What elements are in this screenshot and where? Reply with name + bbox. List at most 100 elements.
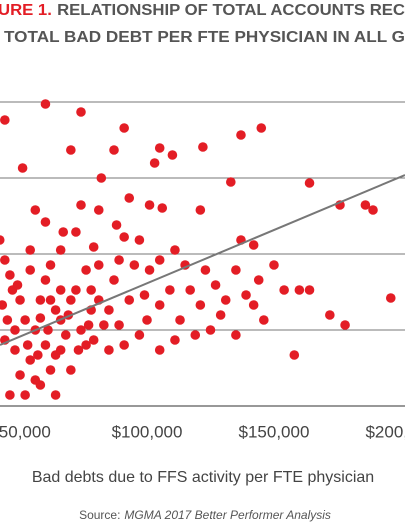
point bbox=[99, 320, 109, 330]
point bbox=[198, 142, 208, 152]
point bbox=[325, 310, 335, 320]
point bbox=[66, 365, 76, 375]
chart-title: TOTAL BAD DEBT PER FTE PHYSICIAN IN ALL … bbox=[4, 29, 405, 46]
point bbox=[0, 115, 10, 125]
point bbox=[50, 305, 61, 315]
point bbox=[2, 315, 13, 325]
point bbox=[236, 130, 246, 140]
point bbox=[96, 173, 107, 183]
point bbox=[43, 325, 53, 335]
source: Source: MGMA 2017 Better Performer Analys… bbox=[79, 508, 331, 522]
point bbox=[279, 285, 289, 295]
point bbox=[185, 285, 195, 295]
point bbox=[142, 315, 152, 325]
source-prefix: Source: bbox=[79, 508, 120, 522]
point bbox=[73, 345, 84, 355]
point bbox=[154, 300, 165, 310]
point bbox=[340, 320, 350, 330]
point bbox=[119, 123, 129, 133]
source-text: MGMA 2017 Better Performer Analysis bbox=[124, 508, 331, 522]
point bbox=[17, 163, 28, 173]
point bbox=[35, 313, 46, 323]
point bbox=[231, 330, 241, 340]
point bbox=[134, 235, 145, 245]
point bbox=[0, 235, 5, 245]
x-axis-label: Bad debts due to FFS activity per FTE ph… bbox=[32, 469, 374, 486]
point bbox=[45, 260, 56, 270]
point bbox=[71, 227, 81, 237]
point bbox=[109, 275, 119, 285]
point bbox=[12, 280, 23, 290]
point bbox=[259, 315, 269, 325]
point bbox=[170, 245, 180, 255]
point bbox=[93, 205, 104, 215]
point bbox=[55, 345, 66, 355]
point bbox=[55, 285, 66, 295]
point bbox=[22, 340, 33, 350]
point bbox=[385, 293, 396, 303]
point bbox=[66, 295, 76, 305]
x-tick-label: $100,000 bbox=[112, 422, 183, 441]
x-tick-label: $200,000 bbox=[365, 422, 405, 441]
point bbox=[83, 320, 94, 330]
point bbox=[50, 390, 61, 400]
point bbox=[76, 200, 86, 210]
point bbox=[35, 295, 46, 305]
point bbox=[124, 295, 135, 305]
point bbox=[33, 350, 43, 360]
point bbox=[104, 305, 114, 315]
trend-line bbox=[0, 174, 405, 346]
point bbox=[241, 290, 251, 300]
point bbox=[0, 255, 10, 265]
point bbox=[30, 205, 41, 215]
point bbox=[71, 285, 81, 295]
point bbox=[289, 350, 300, 360]
point bbox=[0, 300, 8, 310]
point bbox=[88, 335, 99, 345]
point bbox=[55, 245, 66, 255]
point bbox=[66, 145, 76, 155]
point bbox=[144, 265, 155, 275]
point bbox=[294, 285, 305, 295]
point bbox=[154, 345, 165, 355]
point bbox=[220, 295, 231, 305]
point bbox=[248, 240, 259, 250]
point bbox=[368, 205, 378, 215]
point bbox=[5, 270, 15, 280]
point bbox=[111, 220, 122, 230]
point bbox=[30, 375, 41, 385]
chart-title: URE 1. RELATIONSHIP OF TOTAL ACCOUNTS REC bbox=[0, 2, 405, 19]
point bbox=[195, 205, 206, 215]
point bbox=[200, 265, 211, 275]
title-line: RELATIONSHIP OF TOTAL ACCOUNTS REC bbox=[57, 2, 405, 19]
point bbox=[86, 285, 96, 295]
point bbox=[195, 300, 206, 310]
point bbox=[154, 143, 165, 153]
point bbox=[40, 217, 51, 227]
point bbox=[25, 245, 36, 255]
point bbox=[114, 320, 124, 330]
point bbox=[76, 107, 86, 117]
point bbox=[149, 158, 160, 168]
point bbox=[40, 275, 51, 285]
point bbox=[10, 325, 20, 335]
point bbox=[93, 260, 104, 270]
point bbox=[248, 300, 259, 310]
point bbox=[25, 265, 36, 275]
point bbox=[20, 390, 30, 400]
point bbox=[304, 178, 315, 188]
point bbox=[104, 345, 114, 355]
point bbox=[360, 200, 371, 210]
point bbox=[167, 150, 178, 160]
point bbox=[157, 203, 168, 213]
point bbox=[109, 145, 119, 155]
point bbox=[134, 330, 145, 340]
point bbox=[25, 355, 36, 365]
point bbox=[124, 193, 135, 203]
point bbox=[45, 295, 56, 305]
x-tick-label: $150,000 bbox=[239, 422, 310, 441]
point bbox=[5, 390, 15, 400]
point bbox=[15, 295, 25, 305]
point bbox=[210, 280, 221, 290]
